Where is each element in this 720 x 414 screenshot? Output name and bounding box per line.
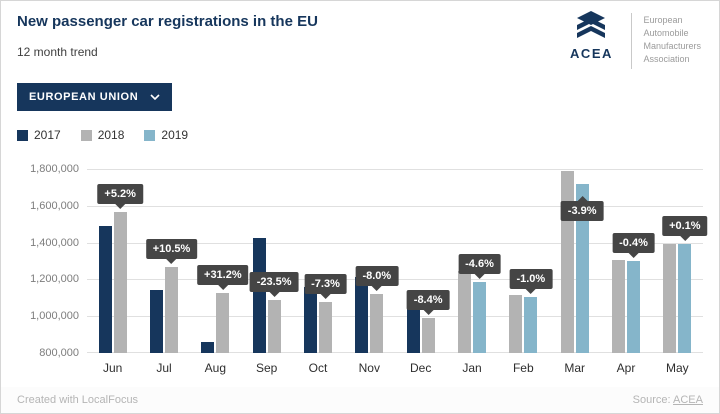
bar-2018-Dec[interactable] xyxy=(421,318,435,353)
change-label-Sep: -23.5% xyxy=(249,271,299,292)
acea-stack-icon xyxy=(577,11,606,38)
acea-logo: ACEA European Automobile Manufacturers A… xyxy=(562,11,701,69)
x-axis-label-Dec: Dec xyxy=(409,361,432,375)
source-text: Source: ACEA xyxy=(633,394,703,406)
x-axis-label-Apr: Apr xyxy=(616,361,636,375)
bar-2018-Jun[interactable] xyxy=(113,211,127,353)
plot-area: +5.2% Jun +10.5% Jul +31.2% Aug -23.5% Sep -7.3%… xyxy=(87,169,708,375)
change-label-Oct: -7.3% xyxy=(304,274,347,295)
page-subtitle: 12 month trend xyxy=(17,45,98,59)
gridline xyxy=(87,352,703,353)
bar-2017-Sep[interactable] xyxy=(252,238,266,353)
chevron-down-icon xyxy=(150,94,160,100)
logo-divider xyxy=(631,13,633,69)
legend-swatch-2019 xyxy=(144,129,156,141)
x-axis-label-Aug: Aug xyxy=(204,361,226,375)
change-label-May: +0.1% xyxy=(662,216,708,237)
bar-2019-Mar[interactable] xyxy=(575,183,589,353)
y-axis-tick-label: 1,800,000 xyxy=(30,163,79,175)
source-link[interactable]: ACEA xyxy=(673,394,703,406)
change-label-Jun: +5.2% xyxy=(97,183,143,204)
bar-2018-Aug[interactable] xyxy=(216,292,230,353)
page-title: New passenger car registrations in the E… xyxy=(17,13,318,30)
change-label-Aug: +31.2% xyxy=(197,264,249,285)
gridline xyxy=(87,242,703,244)
change-label-Dec: -8.4% xyxy=(406,290,450,311)
y-axis-tick-label: 1,000,000 xyxy=(30,310,79,323)
bar-2018-Nov[interactable] xyxy=(370,294,384,353)
chart-legend: 2017 2018 2019 xyxy=(17,128,188,142)
legend-swatch-2018 xyxy=(80,129,92,141)
bar-2019-Jan[interactable] xyxy=(473,281,486,353)
org-line: Association xyxy=(643,54,690,64)
x-axis-label-Mar: Mar xyxy=(564,361,585,375)
gridline xyxy=(87,316,703,318)
header: New passenger car registrations in the E… xyxy=(17,13,318,59)
gridline xyxy=(87,169,703,170)
x-axis-label-Jul: Jul xyxy=(156,361,172,375)
legend-item-2018: 2018 xyxy=(80,128,125,142)
legend-item-2019: 2019 xyxy=(144,128,188,142)
bar-2018-May[interactable] xyxy=(663,244,677,353)
bar-2019-May[interactable] xyxy=(678,244,692,353)
y-axis-tick-label: 1,200,000 xyxy=(30,273,79,286)
x-axis-label-May: May xyxy=(665,361,689,375)
y-axis-tick-label: 1,400,000 xyxy=(30,236,79,249)
org-line: Manufacturers xyxy=(643,41,701,51)
y-axis-tick-label: 1,600,000 xyxy=(30,199,79,212)
org-line: European xyxy=(643,15,683,25)
acea-brand-text: ACEA xyxy=(570,46,613,61)
org-line: Automobile xyxy=(643,28,689,38)
acea-org-name: European Automobile Manufacturers Associ… xyxy=(643,11,701,66)
bar-2018-Mar[interactable] xyxy=(560,170,574,353)
change-label-Nov: -8.0% xyxy=(355,266,399,287)
legend-item-2017: 2017 xyxy=(17,128,61,142)
region-dropdown[interactable]: EUROPEAN UNION xyxy=(17,83,173,111)
x-axis-label-Nov: Nov xyxy=(358,361,380,375)
acea-logo-mark: ACEA xyxy=(562,11,620,61)
bar-2018-Oct[interactable] xyxy=(319,302,332,353)
x-axis-label-Jan: Jan xyxy=(462,361,482,375)
change-label-Jan: -4.6% xyxy=(458,253,501,274)
bar-2018-Jan[interactable] xyxy=(458,271,471,353)
bar-2018-Jul[interactable] xyxy=(165,267,178,353)
bar-2019-Apr[interactable] xyxy=(627,261,640,353)
change-label-Jul: +10.5% xyxy=(145,239,198,260)
bar-2018-Apr[interactable] xyxy=(612,260,625,353)
bar-2017-Oct[interactable] xyxy=(304,286,317,353)
legend-label: 2017 xyxy=(34,128,61,142)
source-label: Source: xyxy=(632,394,671,406)
change-label-Apr: -0.4% xyxy=(612,233,655,253)
legend-swatch-2017 xyxy=(17,129,28,141)
bar-2017-Dec[interactable] xyxy=(406,301,420,353)
bar-2017-Nov[interactable] xyxy=(355,276,369,353)
legend-label: 2018 xyxy=(97,128,125,142)
footer: Created with LocalFocus Source: ACEA xyxy=(1,387,719,413)
bar-2018-Feb[interactable] xyxy=(509,295,523,353)
legend-label: 2019 xyxy=(161,128,189,142)
change-label-Mar: -3.9% xyxy=(560,200,604,221)
bar-2019-Feb[interactable] xyxy=(524,297,538,353)
x-axis-label-Sep: Sep xyxy=(255,361,278,375)
bar-2017-Aug[interactable] xyxy=(201,341,215,353)
y-axis-tick-label: 800,000 xyxy=(39,347,79,359)
bar-chart: +5.2% Jun +10.5% Jul +31.2% Aug -23.5% Sep -7.3%… xyxy=(17,163,708,381)
credit-text: Created with LocalFocus xyxy=(17,394,139,406)
region-dropdown-value: EUROPEAN UNION xyxy=(29,91,139,103)
x-axis-label-Feb: Feb xyxy=(512,361,534,375)
bar-2017-Jul[interactable] xyxy=(150,289,163,353)
gridline xyxy=(87,205,703,207)
x-axis-label-Jun: Jun xyxy=(102,361,123,375)
bar-2018-Sep[interactable] xyxy=(267,299,281,353)
change-label-Feb: -1.0% xyxy=(509,269,553,290)
bar-2017-Jun[interactable] xyxy=(98,226,112,353)
x-axis-label-Oct: Oct xyxy=(308,361,328,375)
